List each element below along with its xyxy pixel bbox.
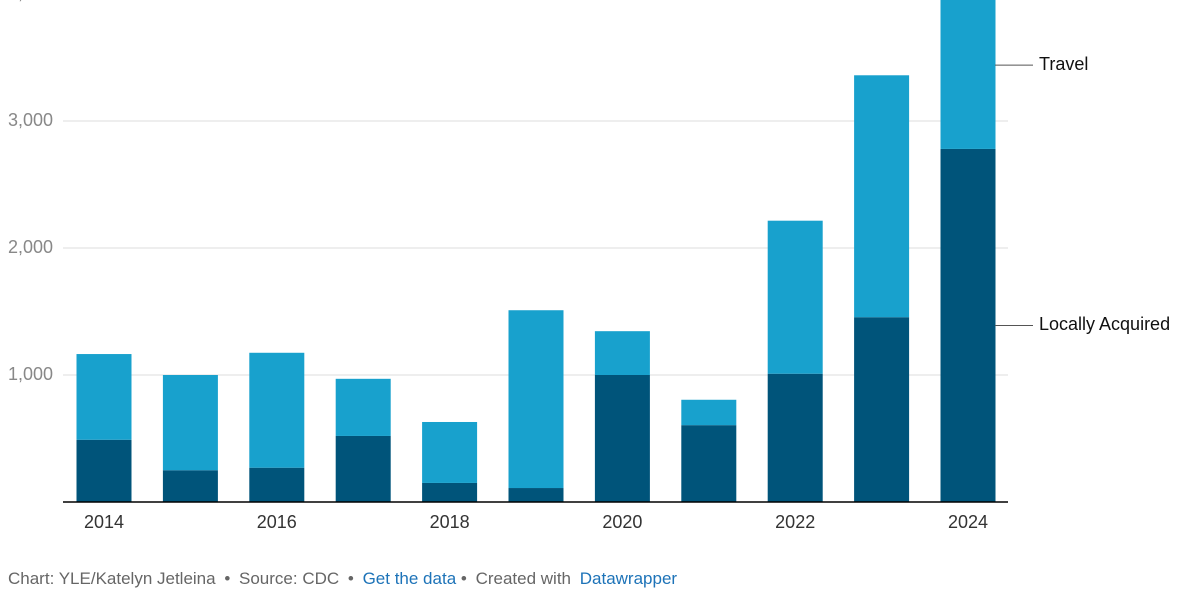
bar-segment (594, 331, 650, 375)
created-with: Created with (475, 569, 572, 588)
bar-segment (162, 470, 218, 502)
x-tick-label: 2018 (430, 512, 470, 532)
get-data-link[interactable]: Get the data (362, 569, 457, 588)
x-tick-label: 2014 (84, 512, 124, 532)
bar-segment (76, 354, 132, 440)
x-tick-label: 2020 (602, 512, 642, 532)
bar-segment (422, 482, 478, 502)
x-tick-label: 2016 (257, 512, 297, 532)
legend-label: Travel (1039, 54, 1088, 74)
bar-segment (249, 467, 305, 502)
bar-segment (249, 352, 305, 468)
y-tick-label: 3,000 (8, 110, 53, 130)
bar-segment (681, 399, 737, 426)
bar-segment (335, 378, 391, 436)
separator: • (347, 569, 354, 588)
bar-segment (940, 0, 996, 149)
x-tick-label: 2022 (775, 512, 815, 532)
bar-segment (76, 439, 132, 502)
tool-link[interactable]: Datawrapper (579, 569, 678, 588)
bar-segment (854, 75, 910, 318)
x-tick-label: 2024 (948, 512, 988, 532)
footer: Chart: YLE/Katelyn Jetleina • Source: CD… (8, 569, 677, 589)
bar-segment (767, 220, 823, 374)
separator: • (460, 569, 467, 588)
bar-segment (508, 310, 564, 489)
source: Source: CDC (239, 569, 340, 588)
y-tick-label: 1,000 (8, 364, 53, 384)
bar-segment (162, 375, 218, 471)
y-tick-label: 4,000 (8, 0, 53, 3)
separator: • (224, 569, 231, 588)
bar-segment (854, 317, 910, 502)
bar-segment (335, 435, 391, 502)
bar-segment (767, 373, 823, 502)
legend-label: Locally Acquired (1039, 314, 1170, 334)
chart: 1,000 2,000 3,000 4,000 2014 2016 2018 2020 2022… (8, 0, 1170, 532)
credit: Chart: YLE/Katelyn Jetleina (8, 569, 216, 588)
y-tick-label: 2,000 (8, 237, 53, 257)
bar-segment (940, 148, 996, 502)
bar-segment (594, 375, 650, 502)
bar-segment (422, 421, 478, 483)
bar-segment (508, 488, 564, 502)
bar-segment (681, 425, 737, 502)
